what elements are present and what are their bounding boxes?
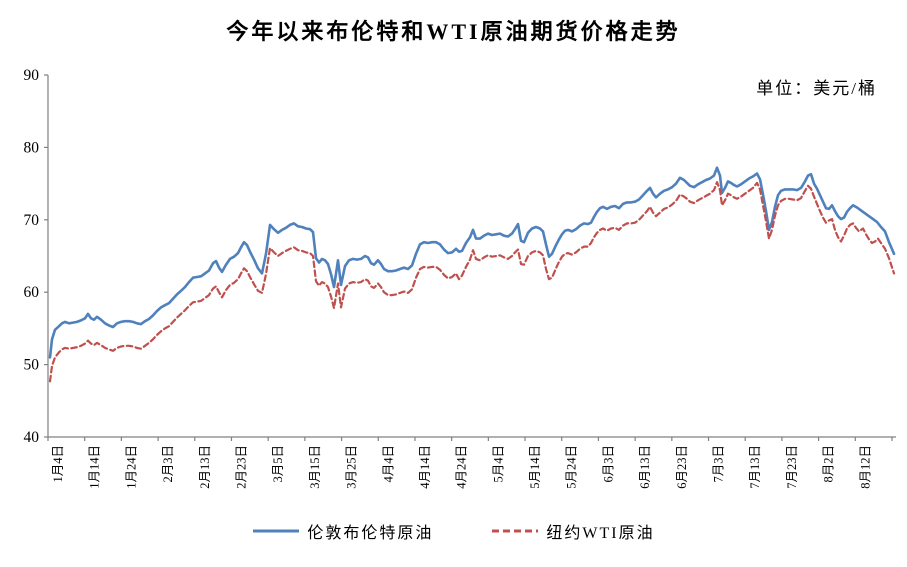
legend-item-brent: 伦敦布伦特原油 — [252, 519, 433, 543]
brent-price-line — [48, 166, 896, 359]
x-tick-label: 6月13日 — [638, 445, 652, 489]
wti-price-line — [48, 181, 896, 383]
x-tick-label: 4月4日 — [381, 445, 395, 483]
legend-item-wti: 纽约WTI原油 — [491, 519, 654, 543]
y-tick-label: 70 — [24, 212, 40, 229]
x-tick-label: 5月24日 — [565, 445, 579, 489]
x-tick-label: 5月14日 — [528, 445, 542, 489]
x-tick-label: 6月23日 — [675, 445, 689, 489]
x-tick-label: 7月13日 — [748, 445, 762, 489]
x-tick-label: 3月15日 — [308, 445, 322, 489]
y-tick-label: 60 — [24, 284, 40, 301]
y-tick-label: 90 — [24, 67, 40, 84]
x-tick-label: 8月2日 — [822, 445, 836, 483]
x-tick-label: 5月4日 — [491, 445, 505, 483]
x-tick-label: 7月23日 — [785, 445, 799, 489]
x-tick-label: 2月23日 — [234, 445, 248, 489]
chart-title: 今年以来布伦特和WTI原油期货价格走势 — [226, 19, 681, 44]
x-tick-label: 3月5日 — [271, 445, 285, 483]
x-tick-label: 7月3日 — [712, 445, 726, 483]
legend-label-wti: 纽约WTI原油 — [546, 525, 655, 542]
x-tick-label: 2月13日 — [198, 445, 212, 489]
x-tick-label: 1月24日 — [124, 445, 138, 489]
legend: 伦敦布伦特原油 纽约WTI原油 — [0, 519, 907, 543]
x-tick-label: 1月4日 — [51, 445, 65, 483]
x-tick-label: 2月3日 — [161, 445, 175, 483]
x-tick-label: 4月14日 — [418, 445, 432, 489]
x-tick-label: 6月3日 — [601, 445, 615, 483]
x-tick-label: 8月12日 — [858, 445, 872, 489]
brent-line-sample — [253, 529, 300, 533]
x-tick-label: 4月24日 — [455, 445, 469, 489]
y-tick-label: 80 — [24, 139, 40, 156]
x-tick-label: 1月14日 — [88, 445, 102, 489]
x-tick-label: 3月25日 — [345, 445, 359, 489]
unit-label: 单位：美元/桶 — [756, 79, 877, 98]
y-tick-label: 50 — [24, 357, 40, 374]
chart-canvas: 40 50 60 70 80 90 1月4日 1月14日 1月24日 2月3日 2月13日 2月23日… — [24, 67, 896, 489]
wti-line-sample — [492, 529, 539, 533]
legend-label-brent: 伦敦布伦特原油 — [307, 525, 434, 542]
y-tick-label: 40 — [24, 429, 40, 446]
